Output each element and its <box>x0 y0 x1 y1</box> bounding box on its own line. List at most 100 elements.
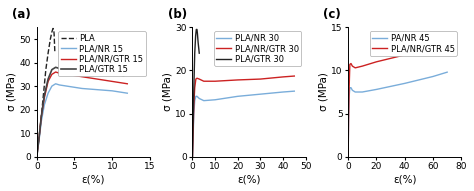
PLA <box>51 28 56 31</box>
PLA/NR/GTR 15 <box>94 78 100 80</box>
PLA/NR 30 <box>196 97 202 100</box>
PLA/NR 15 <box>34 156 40 158</box>
PLA/GTR 15 <box>75 70 81 72</box>
PLA/NR/GTR 15 <box>79 76 85 78</box>
PLA/NR/GTR 15 <box>56 72 62 74</box>
PLA/NR/GTR 30 <box>212 80 218 82</box>
PLA/GTR 15 <box>38 116 44 118</box>
PLA/NR/GTR 30 <box>292 75 297 77</box>
Line: PLA: PLA <box>37 28 55 157</box>
Line: PLA/NR/GTR 30: PLA/NR/GTR 30 <box>192 76 294 157</box>
Legend: PLA/NR 30, PLA/NR/GTR 30, PLA/GTR 30: PLA/NR 30, PLA/NR/GTR 30, PLA/GTR 30 <box>214 32 301 66</box>
PLA/GTR 30 <box>190 121 196 123</box>
PA/NR 45 <box>374 88 379 91</box>
PLA/NR/GTR 45 <box>402 54 408 56</box>
PLA/NR/GTR 45 <box>374 61 379 63</box>
PLA <box>52 52 58 54</box>
PLA/GTR 15 <box>87 71 92 73</box>
PLA/NR/GTR 15 <box>45 80 51 83</box>
Y-axis label: σ (MPa): σ (MPa) <box>319 73 328 111</box>
PLA/NR 30 <box>201 100 207 102</box>
PLA/GTR 30 <box>193 28 199 31</box>
Legend: PLA, PLA/NR 15, PLA/NR/GTR 15, PLA/GTR 15: PLA, PLA/NR 15, PLA/NR/GTR 15, PLA/GTR 1… <box>58 32 146 76</box>
PLA/GTR 15 <box>36 137 42 139</box>
PLA/NR/GTR 45 <box>348 62 354 65</box>
X-axis label: ε(%): ε(%) <box>237 174 261 184</box>
PLA/NR 30 <box>292 90 297 92</box>
PLA/NR 15 <box>56 84 62 86</box>
PA/NR 45 <box>359 91 365 93</box>
PA/NR 45 <box>345 156 351 158</box>
PA/NR 45 <box>430 75 436 78</box>
PLA/NR/GTR 30 <box>235 79 241 81</box>
PLA/NR 30 <box>191 112 197 115</box>
PLA/GTR 30 <box>195 41 201 44</box>
PLA/NR/GTR 15 <box>38 116 44 118</box>
Y-axis label: σ (MPa): σ (MPa) <box>163 73 173 111</box>
PLA/GTR 15 <box>102 72 108 74</box>
PLA/NR/GTR 15 <box>34 156 40 158</box>
PA/NR 45 <box>346 121 351 123</box>
Line: PA/NR 45: PA/NR 45 <box>348 72 447 157</box>
Legend: PA/NR 45, PLA/NR/GTR 45: PA/NR 45, PLA/NR/GTR 45 <box>370 32 457 56</box>
PLA <box>43 69 49 71</box>
PLA/NR/GTR 30 <box>193 78 199 80</box>
PLA/NR/GTR 15 <box>36 137 42 139</box>
PLA/GTR 15 <box>45 78 51 80</box>
Line: PLA/NR 15: PLA/NR 15 <box>37 84 128 157</box>
X-axis label: ε(%): ε(%) <box>393 174 417 184</box>
X-axis label: ε(%): ε(%) <box>82 174 105 184</box>
PLA/NR/GTR 15 <box>49 73 55 75</box>
PA/NR 45 <box>352 91 358 93</box>
PLA <box>52 43 57 45</box>
PLA/NR/GTR 45 <box>346 117 351 119</box>
PA/NR 45 <box>347 87 353 89</box>
PLA <box>50 27 56 30</box>
PLA/NR/GTR 15 <box>53 71 58 73</box>
PLA/NR 15 <box>109 90 115 92</box>
PLA/NR/GTR 15 <box>109 80 115 83</box>
PLA/NR/GTR 30 <box>190 130 196 132</box>
PLA/NR 15 <box>36 139 42 141</box>
PLA/NR 30 <box>194 95 200 97</box>
PLA/GTR 15 <box>53 66 58 68</box>
PLA/NR/GTR 45 <box>349 65 355 67</box>
PLA/NR/GTR 45 <box>347 63 353 66</box>
PLA <box>36 137 42 139</box>
PLA/GTR 30 <box>193 35 199 37</box>
PLA/GTR 15 <box>56 67 62 70</box>
PLA/NR 15 <box>38 120 44 123</box>
PLA/GTR 15 <box>49 69 55 71</box>
PLA/GTR 30 <box>192 52 198 54</box>
PLA/NR 30 <box>190 156 195 158</box>
PLA/GTR 30 <box>191 78 197 80</box>
Line: PLA/GTR 15: PLA/GTR 15 <box>37 67 124 157</box>
PLA <box>34 156 40 158</box>
PLA/NR/GTR 15 <box>125 83 130 85</box>
PLA/NR 15 <box>53 83 58 85</box>
PLA/NR/GTR 30 <box>190 156 195 158</box>
PLA <box>41 92 46 94</box>
PLA/GTR 30 <box>190 156 195 158</box>
PLA/GTR 15 <box>64 69 70 71</box>
PLA/NR 15 <box>64 85 70 87</box>
Text: (b): (b) <box>168 8 187 21</box>
PLA/GTR 15 <box>42 94 47 97</box>
PLA <box>38 116 44 118</box>
PLA/NR/GTR 15 <box>42 97 47 99</box>
PA/NR 45 <box>346 95 352 97</box>
PLA/NR 30 <box>193 95 199 97</box>
PA/NR 45 <box>444 71 450 73</box>
PLA/NR/GTR 45 <box>437 45 443 47</box>
PLA <box>49 31 55 33</box>
PLA/NR 15 <box>125 92 130 94</box>
PLA/NR 30 <box>190 134 196 136</box>
PLA/NR 15 <box>79 87 85 90</box>
PLA/NR/GTR 30 <box>194 77 200 79</box>
PLA/GTR 30 <box>196 52 202 54</box>
PLA/NR/GTR 45 <box>345 156 351 158</box>
PLA/NR/GTR 45 <box>430 48 436 50</box>
PLA/NR 30 <box>280 91 286 93</box>
PLA/NR 30 <box>235 95 241 97</box>
PLA <box>51 33 57 36</box>
